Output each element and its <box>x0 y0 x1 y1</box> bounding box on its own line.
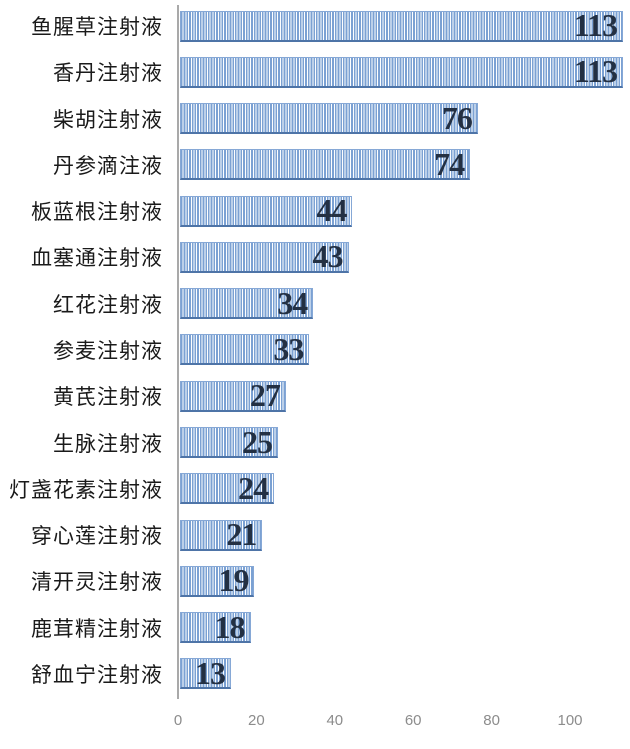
category-label: 香丹注射液 <box>53 61 163 86</box>
bar-row: 板蓝根注射液 44 <box>0 188 630 234</box>
bar-track: 18 <box>180 608 630 645</box>
bar-track: 113 <box>180 7 630 44</box>
category-label: 鹿茸精注射液 <box>31 616 163 641</box>
bar: 33 <box>180 330 310 367</box>
bar-track: 33 <box>180 330 630 367</box>
category-label: 穿心莲注射液 <box>31 524 163 549</box>
bar: 24 <box>180 469 275 506</box>
bar-track: 113 <box>180 53 630 90</box>
bar-track: 44 <box>180 192 630 229</box>
bar-value-label: 43 <box>312 238 344 275</box>
bar-row: 鱼腥草注射液 113 <box>0 3 630 49</box>
category-label: 参麦注射液 <box>53 338 163 363</box>
category-label: 灯盏花素注射液 <box>9 477 163 502</box>
bar-track: 43 <box>180 238 630 275</box>
x-axis-tick: 40 <box>326 712 344 729</box>
bar-track: 21 <box>180 516 630 553</box>
bar-value-label: 74 <box>434 145 465 182</box>
bar-value-label: 13 <box>194 654 226 691</box>
bar-value-label: 19 <box>218 562 249 599</box>
bar-track: 19 <box>180 562 630 599</box>
bar-row: 清开灵注射液 19 <box>0 558 630 604</box>
bar: 113 <box>180 7 623 44</box>
bar: 19 <box>180 562 255 599</box>
bar: 13 <box>180 654 231 691</box>
bar-track: 24 <box>180 469 630 506</box>
bar-row: 鹿茸精注射液 18 <box>0 604 630 650</box>
bar-row: 香丹注射液 113 <box>0 49 630 95</box>
bar-value-label: 44 <box>316 192 347 229</box>
bar-value-label: 24 <box>238 469 269 506</box>
x-axis-tick-labels: 0 20 40 60 80 100 <box>0 712 630 734</box>
bar-value-label: 113 <box>573 53 618 90</box>
x-axis-tick: 60 <box>404 712 422 729</box>
bar-row: 生脉注射液 25 <box>0 419 630 465</box>
bar: 74 <box>180 145 471 182</box>
bar-value-label: 76 <box>441 99 473 136</box>
category-label: 柴胡注射液 <box>53 107 163 132</box>
bar: 21 <box>180 516 263 553</box>
bar-track: 27 <box>180 377 630 414</box>
bar-track: 76 <box>180 99 630 136</box>
bar-row: 柴胡注射液 76 <box>0 96 630 142</box>
bar-row: 参麦注射液 33 <box>0 327 630 373</box>
bar-row: 舒血宁注射液 13 <box>0 651 630 697</box>
y-axis-line <box>177 5 179 699</box>
bar-row: 丹参滴注液 74 <box>0 142 630 188</box>
bar-value-label: 25 <box>242 423 273 460</box>
category-label: 生脉注射液 <box>53 431 163 456</box>
x-axis-tick: 100 <box>557 712 583 729</box>
bar-track: 74 <box>180 145 630 182</box>
x-axis-tick: 0 <box>173 712 183 729</box>
bar-row: 灯盏花素注射液 24 <box>0 466 630 512</box>
bar-value-label: 34 <box>277 284 308 321</box>
bar-value-label: 33 <box>273 330 304 367</box>
x-axis-tick: 80 <box>483 712 500 729</box>
bar-value-label: 21 <box>226 516 257 553</box>
bar: 44 <box>180 192 353 229</box>
category-label: 清开灵注射液 <box>31 570 163 595</box>
bar: 27 <box>180 377 286 414</box>
bar-value-label: 27 <box>249 377 281 414</box>
bar-track: 34 <box>180 284 630 321</box>
category-label: 红花注射液 <box>53 292 163 317</box>
category-label: 鱼腥草注射液 <box>31 15 163 40</box>
bar-row: 红花注射液 34 <box>0 281 630 327</box>
bar-row: 黄芪注射液 27 <box>0 373 630 419</box>
category-label: 板蓝根注射液 <box>31 200 163 225</box>
bar-value-label: 18 <box>214 608 246 645</box>
category-label: 丹参滴注液 <box>53 153 163 178</box>
bar: 113 <box>180 53 623 90</box>
bar-track: 13 <box>180 654 630 691</box>
category-label: 黄芪注射液 <box>53 385 163 410</box>
category-label: 血塞通注射液 <box>31 246 163 271</box>
bar-value-label: 113 <box>573 7 618 44</box>
bar-track: 25 <box>180 423 630 460</box>
bar: 43 <box>180 238 349 275</box>
bar: 76 <box>180 99 478 136</box>
x-axis-tick: 20 <box>248 712 265 729</box>
bar-row: 穿心莲注射液 21 <box>0 512 630 558</box>
category-label: 舒血宁注射液 <box>31 662 163 687</box>
bar-rows: 鱼腥草注射液 113 香丹注射液 113 柴胡注射液 76 丹参滴注液 74 板蓝根注射液 44 血… <box>0 3 630 697</box>
bar: 18 <box>180 608 251 645</box>
bar: 34 <box>180 284 314 321</box>
bar: 25 <box>180 423 278 460</box>
bar-row: 血塞通注射液 43 <box>0 234 630 280</box>
